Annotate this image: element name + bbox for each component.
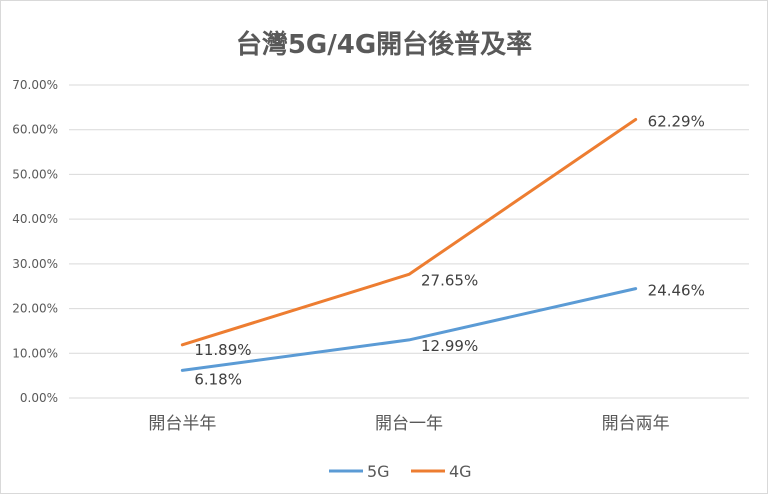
x-tick-label: 開台一年 <box>375 414 443 434</box>
data-label: 12.99% <box>421 337 478 355</box>
y-tick-label: 10.00% <box>12 346 58 360</box>
data-label: 11.89% <box>194 341 251 359</box>
data-label: 24.46% <box>648 282 705 300</box>
legend-label: 4G <box>449 462 472 481</box>
x-axis-tick-labels: 開台半年 開台一年 開台兩年 <box>148 414 669 434</box>
data-label: 62.29% <box>648 112 705 130</box>
y-tick-label: 50.00% <box>12 167 58 181</box>
series-lines <box>180 117 638 372</box>
data-label: 27.65% <box>421 271 478 289</box>
gridlines <box>69 84 749 399</box>
y-tick-label: 60.00% <box>12 123 58 137</box>
chart-title: 台灣5G/4G開台後普及率 <box>236 29 532 60</box>
legend-label: 5G <box>367 462 390 481</box>
series-line-5g <box>180 287 638 372</box>
x-tick-label: 開台半年 <box>148 414 216 434</box>
y-tick-label: 30.00% <box>12 257 58 271</box>
y-tick-label: 40.00% <box>12 212 58 226</box>
data-label: 6.18% <box>194 370 242 388</box>
y-tick-label: 20.00% <box>12 302 58 316</box>
x-tick-label: 開台兩年 <box>602 414 670 434</box>
y-axis-tick-labels: 0.00% 10.00% 20.00% 30.00% 40.00% 50.00% 60.00… <box>12 78 58 405</box>
series-line-4g <box>180 117 638 347</box>
data-labels: 6.18% 12.99% 24.46% 11.89% 27.65% 62.29% <box>194 112 705 388</box>
y-tick-label: 70.00% <box>12 78 58 92</box>
y-tick-label: 0.00% <box>20 391 58 405</box>
legend: 5G 4G <box>329 462 472 481</box>
